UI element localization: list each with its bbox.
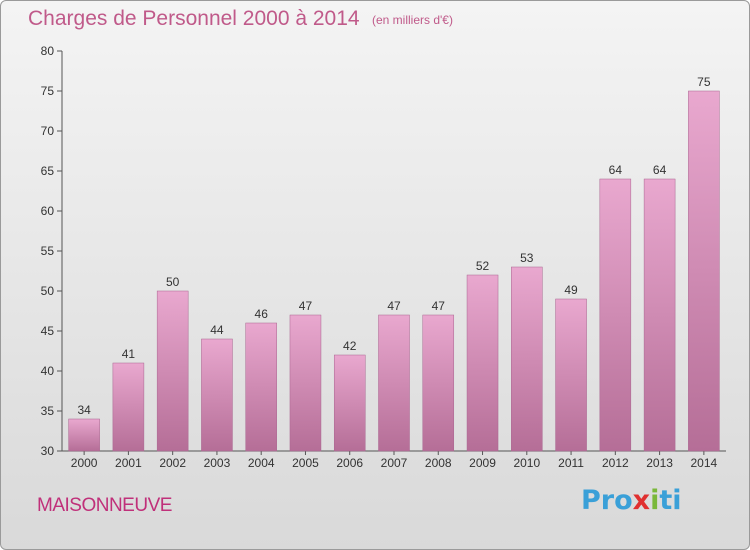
- x-tick-label: 2010: [513, 456, 540, 470]
- x-tick-label: 2002: [159, 456, 186, 470]
- bar: [599, 178, 632, 452]
- x-tick-label: 2013: [646, 456, 673, 470]
- bar: [333, 354, 366, 452]
- bar: [511, 266, 543, 452]
- commune-name: MAISONNEUVE: [37, 495, 172, 516]
- bar-value-label: 53: [520, 251, 534, 265]
- x-tick-label: 2008: [425, 456, 452, 470]
- x-tick-label: 2012: [602, 456, 629, 470]
- bar-value-label: 41: [122, 347, 136, 361]
- bar: [112, 362, 145, 452]
- bar: [643, 178, 676, 452]
- bar: [466, 274, 499, 452]
- y-tick-label: 75: [41, 84, 55, 98]
- bar-value-label: 47: [432, 299, 446, 313]
- bar: [688, 90, 720, 452]
- x-tick-label: 2004: [248, 456, 275, 470]
- y-tick-label: 70: [41, 124, 55, 138]
- bar-value-label: 42: [343, 339, 357, 353]
- bar-value-label: 34: [77, 403, 91, 417]
- logo-part-2: x: [632, 485, 651, 516]
- x-tick-label: 2005: [292, 456, 319, 470]
- bar: [289, 314, 322, 452]
- bar-value-label: 47: [299, 299, 313, 313]
- bar-value-label: 47: [387, 299, 401, 313]
- proxiti-logo: Proxiti: [581, 485, 682, 516]
- y-tick-label: 60: [41, 204, 55, 218]
- logo-part-1: Pro: [581, 485, 633, 516]
- bar: [68, 418, 100, 452]
- y-tick-label: 30: [41, 444, 55, 458]
- bar-value-label: 64: [609, 163, 623, 177]
- bar-value-label: 49: [564, 283, 578, 297]
- x-tick-label: 2006: [336, 456, 363, 470]
- logo-part-3: i: [650, 485, 660, 516]
- bar: [555, 298, 587, 452]
- x-tick-label: 2011: [558, 456, 584, 470]
- y-tick-label: 80: [41, 44, 55, 58]
- y-tick-label: 45: [41, 324, 55, 338]
- x-tick-label: 2007: [381, 456, 408, 470]
- y-tick-label: 35: [41, 404, 55, 418]
- y-tick-label: 55: [41, 244, 55, 258]
- bar: [378, 314, 410, 452]
- bar-value-label: 50: [166, 275, 180, 289]
- y-tick-label: 40: [41, 364, 55, 378]
- x-tick-label: 2014: [691, 456, 718, 470]
- bar: [201, 338, 233, 452]
- y-tick-label: 65: [41, 164, 55, 178]
- x-tick-label: 2001: [115, 456, 142, 470]
- bar-value-label: 52: [476, 259, 490, 273]
- chart-title: Charges de Personnel 2000 à 2014: [28, 7, 360, 30]
- x-tick-label: 2003: [204, 456, 231, 470]
- chart-subtitle: (en milliers d'€): [372, 13, 453, 27]
- bar: [156, 290, 189, 452]
- y-tick-label: 50: [41, 284, 55, 298]
- x-tick-label: 2009: [469, 456, 496, 470]
- x-tick-label: 2000: [71, 456, 98, 470]
- bar-value-label: 44: [210, 323, 224, 337]
- bar-value-label: 75: [697, 75, 711, 89]
- bar-value-label: 46: [255, 307, 269, 321]
- logo-part-4: ti: [659, 485, 682, 516]
- bar: [422, 314, 455, 452]
- bar-value-label: 64: [653, 163, 667, 177]
- bar: [245, 322, 277, 452]
